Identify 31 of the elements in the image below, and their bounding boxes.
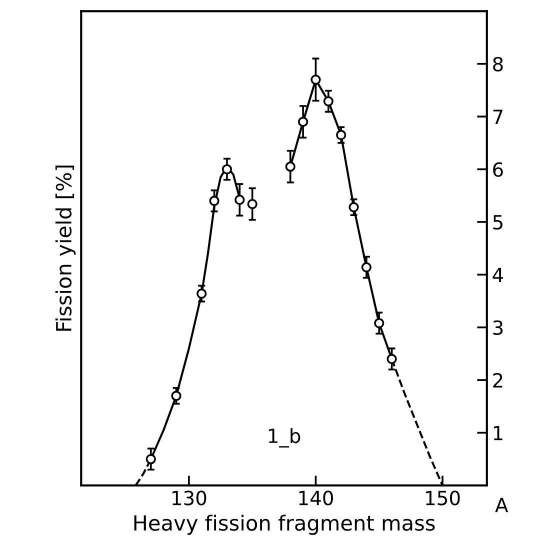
point (323, 96, 334, 106)
y-tick-label: 4 (492, 268, 504, 282)
y-tick-label: 8 (493, 56, 503, 72)
point (374, 318, 384, 328)
point (171, 390, 182, 401)
y-axis-title: Fission yield [%] (55, 166, 76, 331)
x-tick-label: 150 (426, 490, 460, 506)
point (196, 288, 207, 299)
point (310, 74, 321, 85)
x-tick-label: 130 (172, 490, 206, 506)
point (298, 116, 308, 127)
point (386, 354, 397, 364)
text: A (495, 498, 508, 512)
point (336, 130, 346, 140)
annotation: 1_b (268, 428, 300, 448)
point (247, 198, 258, 210)
point (234, 194, 245, 205)
y-tick-label: 1 (494, 426, 502, 440)
y-tick-label: 2 (493, 373, 502, 388)
point (285, 162, 296, 172)
x-axis-title: Heavy fission fragment mass (134, 514, 435, 535)
point (348, 202, 359, 212)
y-tick-label: 3 (493, 320, 503, 336)
x-tick-label: 140 (299, 490, 333, 506)
point (209, 196, 220, 206)
y-tick-label: 7 (493, 110, 502, 124)
y-tick-label: 6 (493, 162, 503, 177)
point (361, 262, 372, 272)
point (222, 164, 232, 174)
point (146, 454, 156, 464)
y-tick-label: 5 (493, 215, 502, 230)
